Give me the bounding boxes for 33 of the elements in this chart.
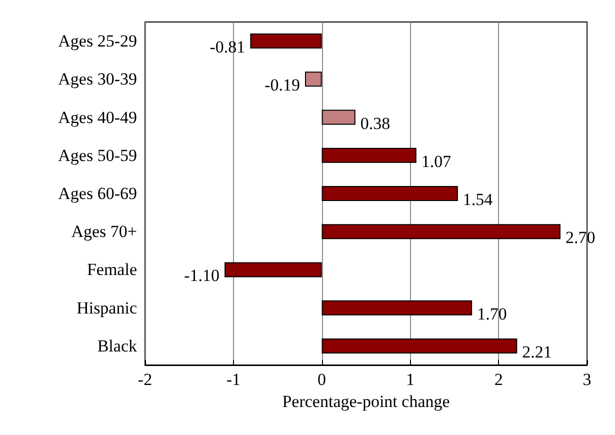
bar — [322, 300, 472, 316]
bar — [322, 148, 416, 163]
data-label: -0.81 — [210, 38, 246, 57]
bar — [322, 338, 518, 354]
y-tick-label: Ages 50-59 — [58, 146, 137, 165]
x-tick-label: -1 — [226, 370, 240, 389]
y-tick-label: Black — [97, 336, 138, 356]
y-tick-label: Hispanic — [76, 298, 138, 318]
data-label: 1.07 — [421, 152, 452, 171]
y-tick-label: Female — [86, 260, 137, 280]
bar — [250, 34, 322, 49]
y-tick-label: Ages 60-69 — [58, 184, 137, 203]
data-label: 2.21 — [522, 342, 552, 362]
bar — [305, 72, 322, 87]
bar — [224, 262, 322, 278]
x-tick-label: 3 — [582, 370, 592, 389]
data-label: 1.54 — [462, 190, 494, 209]
bar — [322, 224, 560, 240]
y-tick-label: Ages 30-39 — [58, 70, 137, 89]
y-tick-label: Ages 70+ — [71, 222, 137, 242]
x-tick-label: 0 — [318, 370, 326, 389]
data-label: -0.19 — [264, 76, 300, 95]
data-label: -1.10 — [184, 266, 220, 286]
data-label: 0.38 — [360, 114, 390, 133]
x-tick-label: 1 — [406, 370, 414, 389]
bar — [322, 110, 356, 125]
y-tick-label: Ages 25-29 — [58, 32, 137, 51]
data-label: 1.70 — [477, 304, 507, 324]
y-tick-label: Ages 40-49 — [58, 108, 137, 127]
x-tick-label: -2 — [138, 370, 152, 389]
x-tick-label: 2 — [494, 370, 503, 389]
bar — [322, 186, 458, 201]
x-axis-title: Percentage-point change — [282, 392, 450, 411]
